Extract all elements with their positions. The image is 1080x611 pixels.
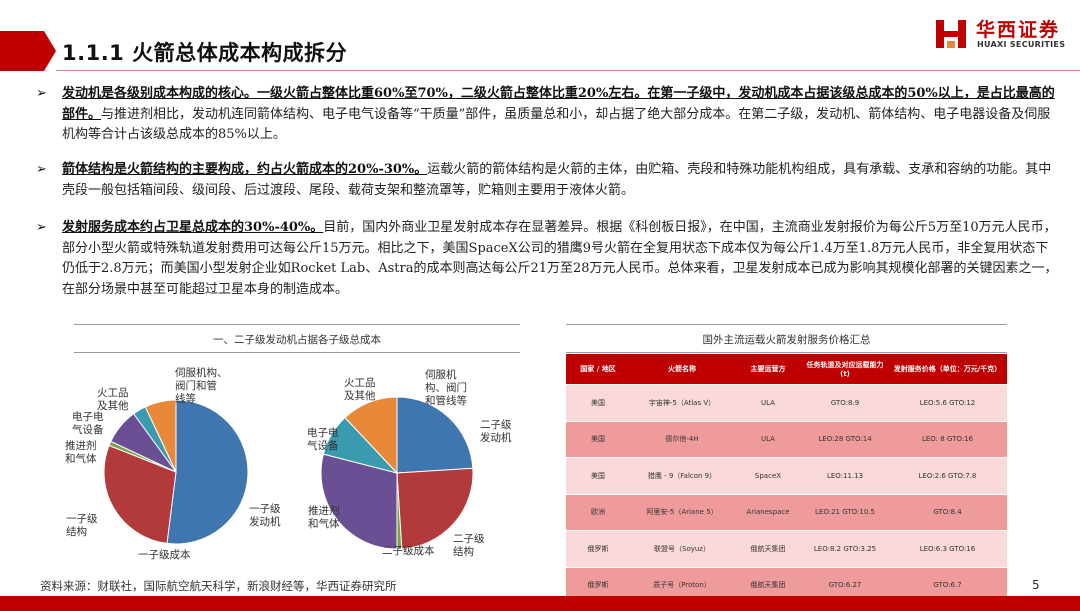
table-cell: 俄航天集团 bbox=[734, 530, 802, 567]
table-cell: 阿里安-5（Ariane 5） bbox=[630, 493, 734, 531]
table-cell: LEO:21 GTO:10.5 bbox=[802, 493, 888, 531]
table-panel-mid-rule bbox=[566, 352, 1007, 353]
header-accent-notch bbox=[44, 31, 56, 71]
table-cell: 美国 bbox=[566, 457, 630, 494]
table-cell: LEO:28 GTO:14 bbox=[802, 420, 888, 458]
pie1-label-prop: 推进剂 和气体 bbox=[65, 440, 97, 465]
pie1-label-elec: 电子电 气设备 bbox=[72, 411, 104, 436]
table-cell: 俄罗斯 bbox=[566, 530, 630, 567]
table-panel-top-rule bbox=[566, 324, 1007, 325]
bullet-arrow-icon: ➢ bbox=[36, 162, 47, 177]
paragraph-launch-text: 目前，国内外商业卫星发射成本存在显著差异。根据《科创板日报》，在中国，主流商业发… bbox=[62, 220, 1058, 297]
table-header-cell: 主要运营方 bbox=[734, 354, 802, 385]
table-row: 俄罗斯 联盟号（Soyuz） 俄航天集团 LEO:8.2 GTO:3.25 LE… bbox=[566, 530, 1007, 567]
pie2-label-struct: 二子级 结构 bbox=[453, 533, 485, 558]
table-cell: GTO:8.9 bbox=[802, 384, 888, 421]
table-cell: 德尔他-4H bbox=[630, 420, 734, 458]
pie1-label-fire: 火工品 及其他 bbox=[97, 387, 129, 412]
table-header-row: 国家 / 地区 火箭名称 主要运营方 任务轨道及对应运载能力(t) 发射服务价格… bbox=[566, 354, 1007, 385]
pie2-label-engine: 二子级 发动机 bbox=[480, 419, 512, 444]
table-cell: 联盟号（Soyuz） bbox=[630, 530, 734, 567]
table-row: 美国 猎鹰 - 9（Falcon 9） SpaceX LEO:11.13 LEO… bbox=[566, 457, 1007, 494]
pie2-label-servo: 伺服机 构、阀门 和管线等 bbox=[425, 369, 467, 407]
paragraph-structure-text: 运载火箭的箭体结构是火箭的主体，由贮箱、壳段和特殊功能机构组成，具有承载、支承和… bbox=[62, 162, 1052, 198]
table-row: 欧洲 阿里安-5（Ariane 5） Arianespace LEO:21 GT… bbox=[566, 493, 1007, 531]
table-cell: SpaceX bbox=[734, 457, 802, 494]
paragraph-engine: 发动机是各级别成本构成的核心。一级火箭占整体比重60%至70%，二级火箭占整体比… bbox=[62, 84, 1058, 146]
footer-bar bbox=[0, 596, 1080, 611]
pie2-caption: 二子级成本 bbox=[382, 545, 435, 557]
pie2-slice-servo bbox=[344, 396, 398, 475]
table-cell: GTO:8.4 bbox=[888, 493, 1007, 531]
pie-panel-mid-rule bbox=[74, 352, 520, 353]
pie2-slice-elec bbox=[320, 453, 398, 550]
table-cell: 美国 bbox=[566, 420, 630, 458]
table-cell: 美国 bbox=[566, 384, 630, 421]
launch-price-table: 国家 / 地区 火箭名称 主要运营方 任务轨道及对应运载能力(t) 发射服务价格… bbox=[566, 354, 1007, 603]
table-cell: LEO:6.3 GTO:16 bbox=[888, 530, 1007, 567]
table-cell: ULA bbox=[734, 420, 802, 458]
header-divider bbox=[56, 70, 1080, 71]
table-row: 美国 宇宙神-5（Atlas V） ULA GTO:8.9 LEO:5.6 GT… bbox=[566, 384, 1007, 421]
table-row: 美国 德尔他-4H ULA LEO:28 GTO:14 LEO: 8 GTO:1… bbox=[566, 420, 1007, 458]
bullet-arrow-icon: ➢ bbox=[36, 86, 47, 101]
page-number: 5 bbox=[1032, 578, 1040, 592]
table-cell: ULA bbox=[734, 384, 802, 421]
table-cell: 宇宙神-5（Atlas V） bbox=[630, 384, 734, 421]
table-header-cell: 任务轨道及对应运载能力(t) bbox=[802, 354, 888, 385]
brand-name-en: HUAXI SECURITIES bbox=[977, 40, 1066, 49]
pie1-label-struct: 一子级 结构 bbox=[66, 513, 98, 538]
table-header-cell: 国家 / 地区 bbox=[566, 354, 630, 385]
table-cell: LEO:11.13 bbox=[802, 457, 888, 494]
brand-name-cn: 华西证券 bbox=[976, 19, 1061, 41]
page-title: 1.1.1 火箭总体成本构成拆分 bbox=[62, 41, 348, 65]
pie1-label-engine: 一子级 发动机 bbox=[249, 503, 281, 528]
huaxi-logo-icon bbox=[936, 20, 966, 48]
pie2-label-fire: 火工品 及其他 bbox=[344, 377, 376, 402]
table-panel-title: 国外主流运载火箭发射服务价格汇总 bbox=[702, 334, 871, 346]
paragraph-structure: 箭体结构是火箭结构的主要构成，约占火箭成本的20%-30%。运载火箭的箭体结构是… bbox=[62, 160, 1058, 201]
header-accent-bar bbox=[0, 31, 44, 71]
pie2-slice-struct bbox=[396, 467, 474, 550]
pie1-slice-engine bbox=[166, 399, 249, 545]
table-cell: LEO:8.2 GTO:3.25 bbox=[802, 530, 888, 567]
bullet-arrow-icon: ➢ bbox=[36, 220, 47, 235]
paragraph-launch: 发射服务成本约占卫星总成本的30%-40%。目前，国内外商业卫星发射成本存在显著… bbox=[62, 218, 1058, 300]
paragraph-engine-highlight: 发动机是各级别成本构成的核心。一级火箭占整体比重60%至70%，二级火箭占整体比… bbox=[62, 86, 1055, 122]
table-header-cell: 火箭名称 bbox=[630, 354, 734, 385]
paragraph-engine-text: 与推进剂相比，发动机连同箭体结构、电子电气设备等“干质量”部件，虽质量总和小，却… bbox=[62, 106, 1051, 143]
paragraph-launch-highlight: 发射服务成本约占卫星总成本的30%-40%。 bbox=[62, 220, 324, 235]
table-cell: LEO:2.6 GTO:7.8 bbox=[888, 457, 1007, 494]
pie2-slice-engine bbox=[396, 396, 474, 474]
pie-panel-top-rule bbox=[74, 324, 520, 325]
pie1-slice-servo bbox=[144, 399, 177, 473]
table-cell: 猎鹰 - 9（Falcon 9） bbox=[630, 457, 734, 494]
pie-panel-title: 一、二子级发动机占据各子级总成本 bbox=[213, 334, 381, 346]
table-cell: LEO: 8 GTO:16 bbox=[888, 420, 1007, 458]
table-cell: LEO:5.6 GTO:12 bbox=[888, 384, 1007, 421]
pie2-label-prop: 推进剂 和气体 bbox=[308, 505, 340, 530]
source-note: 资料来源：财联社，国际航空航天科学，新浪财经等，华西证券研究所 bbox=[40, 579, 397, 593]
paragraph-structure-highlight: 箭体结构是火箭结构的主要构成，约占火箭成本的20%-30%。 bbox=[62, 162, 428, 177]
table-header-cell: 发射服务价格（单位：万元/千克） bbox=[888, 354, 1007, 385]
pie1-label-servo: 伺服机构、 阀门和管 线等 bbox=[175, 367, 228, 405]
table-cell: Arianespace bbox=[734, 493, 802, 531]
pie1-slice-struct bbox=[103, 444, 177, 544]
pie1-caption: 一子级成本 bbox=[138, 549, 191, 561]
pie2-label-elec: 电子电 气设备 bbox=[307, 427, 339, 452]
table-cell: 欧洲 bbox=[566, 493, 630, 531]
